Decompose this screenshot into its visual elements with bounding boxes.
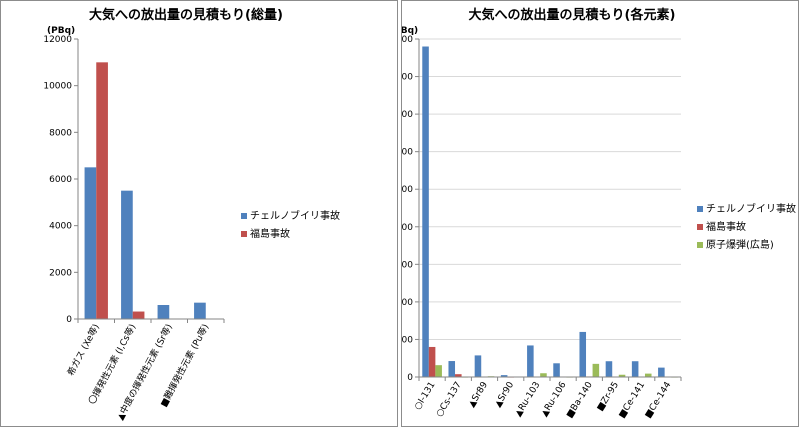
bar [618,374,626,377]
x-category-label: ■Zr-95 [595,380,621,413]
y-tick-label: 400 [402,298,413,308]
y-tick-label: 200 [402,335,413,345]
bar [527,345,534,377]
x-category-label: ▲Ru-103 [513,380,542,418]
y-tick-label: 1800 [402,35,413,45]
y-tick-label: 10000 [43,82,72,92]
bar [455,374,462,377]
x-category-label: ▲Sr89 [467,380,490,409]
y-tick-label: 0 [66,315,72,325]
y-tick-label: 1200 [402,148,413,158]
bar [658,367,665,377]
y-axis-unit: (PBq) [402,26,418,36]
bar [84,167,97,319]
legend-swatch [241,213,247,219]
legend-swatch [697,224,703,230]
x-category-label: 希ガス (Xe等) [64,322,101,378]
bar [540,373,547,377]
bar [500,375,508,377]
chart-title: 大気への放出量の見積もり(各元素) [469,7,676,23]
y-tick-label: 800 [402,223,413,233]
y-axis-unit: (PBq) [47,26,75,36]
y-tick-label: 4000 [49,222,72,232]
legend-label: 福島事故 [250,227,290,240]
bar [132,311,145,319]
legend-swatch [697,242,703,248]
chart-title: 大気への放出量の見積もり(総量) [89,7,283,23]
bar [422,46,429,378]
y-tick-label: 2000 [49,268,72,278]
x-category-label: ■Ce-144 [643,380,673,420]
bar [121,190,133,319]
legend-swatch [241,231,247,237]
bar [96,62,108,319]
legend-label: チェルノブイリ事故 [250,209,340,222]
y-tick-label: 12000 [43,35,72,45]
bar [553,363,560,377]
y-tick-label: 1600 [402,73,413,83]
legend-swatch [697,206,703,212]
y-tick-label: 8000 [49,128,72,138]
x-category-label: ○Cs-137 [435,380,464,419]
legend-label: 福島事故 [706,220,746,233]
bar [435,365,442,377]
bar [605,361,613,377]
bar [474,355,482,377]
bar [194,302,206,319]
bar [448,361,456,377]
chart-elements-svg: 大気への放出量の見積もり(各元素) (PBq) 0 200 400 600 800 100… [402,7,796,420]
bar [592,363,600,377]
bar [631,361,639,377]
y-tick-label: 1400 [402,110,413,120]
y-tick-label: 1000 [402,185,413,195]
x-category-label: ○I-131 [413,380,438,412]
legend-label: 原子爆弾(広島) [706,238,774,251]
bar [428,346,436,377]
bar [579,331,587,377]
x-category-label: ■Ba-140 [565,380,595,420]
y-tick-label: 6000 [49,175,72,185]
legend-label: チェルノブイリ事故 [706,202,796,215]
y-tick-label: 0 [407,373,413,383]
y-tick-label: 600 [402,260,413,270]
chart-total-svg: 大気への放出量の見積もり(総量) (PBq) 0 2000 4000 6000 8000… [43,7,340,422]
bar [157,305,170,319]
chart-panel-total: 大気への放出量の見積もり(総量) (PBq) 0 2000 4000 6000 8000… [0,0,398,427]
bar [644,373,652,377]
chart-panel-elements: 大気への放出量の見積もり(各元素) (PBq) 0 200 400 600 800 100… [401,0,799,427]
x-category-label: ▲Sr90 [493,380,516,409]
x-category-label: ▲Ru-106 [540,380,569,419]
